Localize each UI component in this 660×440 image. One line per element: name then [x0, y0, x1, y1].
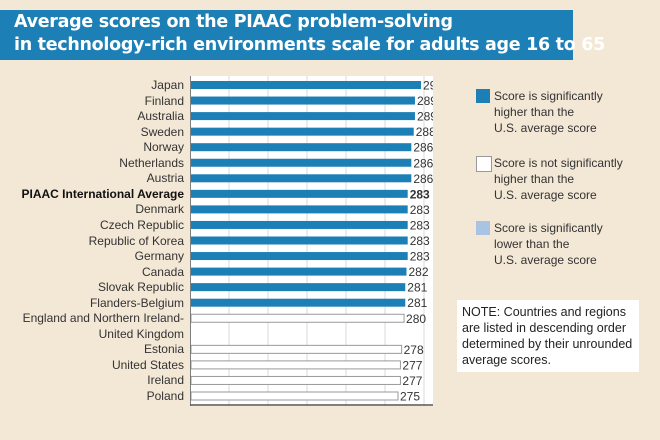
data-label: 275	[400, 390, 420, 404]
category-label: Estonia	[143, 342, 184, 357]
title-banner: Average scores on the PIAAC problem-solv…	[0, 10, 605, 60]
bar	[190, 391, 399, 401]
legend-swatch	[476, 89, 490, 103]
data-label: 280	[406, 312, 426, 326]
bar	[191, 158, 412, 167]
bar-chart: 2942892892882862862862832832832832832822…	[190, 76, 433, 406]
data-label: 281	[407, 296, 427, 310]
category-label: Australia	[137, 109, 184, 124]
category-label: Japan	[151, 78, 184, 92]
category-label: England and Northern Ireland-	[22, 311, 184, 326]
legend-swatch	[476, 221, 490, 235]
bar	[191, 127, 414, 136]
bar	[191, 96, 415, 105]
bar	[191, 112, 415, 121]
category-label: Norway	[143, 140, 184, 155]
bar	[191, 174, 412, 183]
data-label: 283	[410, 250, 430, 264]
bar	[191, 220, 408, 229]
data-label: 286	[413, 141, 433, 155]
category-label: Denmark	[135, 202, 184, 217]
data-label: 294	[423, 79, 433, 93]
legend-label: Score is not significantly higher than th…	[494, 156, 623, 202]
bar	[191, 143, 412, 152]
bar	[190, 375, 401, 385]
note-box: NOTE: Countries and regions are listed i…	[457, 300, 639, 372]
data-label: 283	[410, 218, 430, 232]
category-label: Finland	[144, 93, 184, 108]
data-label: 282	[408, 265, 428, 279]
data-label: 286	[413, 156, 433, 170]
category-label: Czech Republic	[99, 217, 184, 232]
category-label: Netherlands	[119, 155, 184, 170]
bar	[191, 267, 407, 276]
category-label: PIAAC International Average	[21, 186, 184, 201]
bar	[191, 205, 408, 214]
data-label: 288	[416, 125, 433, 139]
data-label: 278	[404, 343, 424, 357]
category-label: Germany	[134, 249, 184, 264]
bar	[191, 298, 406, 307]
bar	[191, 189, 408, 198]
plot-area: 2942892892882862862862832832832832832822…	[190, 76, 433, 406]
bar	[190, 344, 403, 354]
data-label: 281	[407, 281, 427, 295]
bar	[190, 360, 401, 370]
category-label: Sweden	[140, 124, 184, 139]
category-label: Republic of Korea	[88, 233, 184, 248]
data-label: 283	[410, 234, 430, 248]
category-label: Flanders-Belgium	[89, 295, 184, 310]
data-label: 283	[410, 187, 430, 201]
bar	[191, 252, 408, 261]
category-label: Canada	[141, 264, 184, 279]
chart-title-line-1: Average scores on the PIAAC problem-solv…	[14, 12, 453, 32]
bar	[190, 313, 405, 323]
category-label: Poland	[146, 389, 184, 403]
legend-label: Score is significantly lower than the U.S.…	[494, 221, 603, 267]
bar	[191, 81, 421, 89]
legend-label: Score is significantly higher than the U.S…	[494, 89, 603, 135]
bar	[191, 236, 408, 245]
bar	[191, 283, 406, 292]
category-label: United States	[111, 357, 184, 372]
category-label: United Kingdom	[98, 326, 184, 341]
data-label: 277	[402, 374, 422, 388]
category-label: Austria	[146, 171, 184, 186]
legend-swatch	[476, 156, 492, 172]
data-label: 289	[417, 94, 433, 108]
category-label: Slovak Republic	[97, 280, 184, 295]
data-label: 283	[410, 203, 430, 217]
data-label: 277	[402, 358, 422, 372]
data-label: 289	[417, 110, 433, 124]
data-label: 286	[413, 172, 433, 186]
category-label: Ireland	[147, 373, 184, 388]
chart-title-line-2: in technology-rich environments scale fo…	[14, 35, 606, 55]
